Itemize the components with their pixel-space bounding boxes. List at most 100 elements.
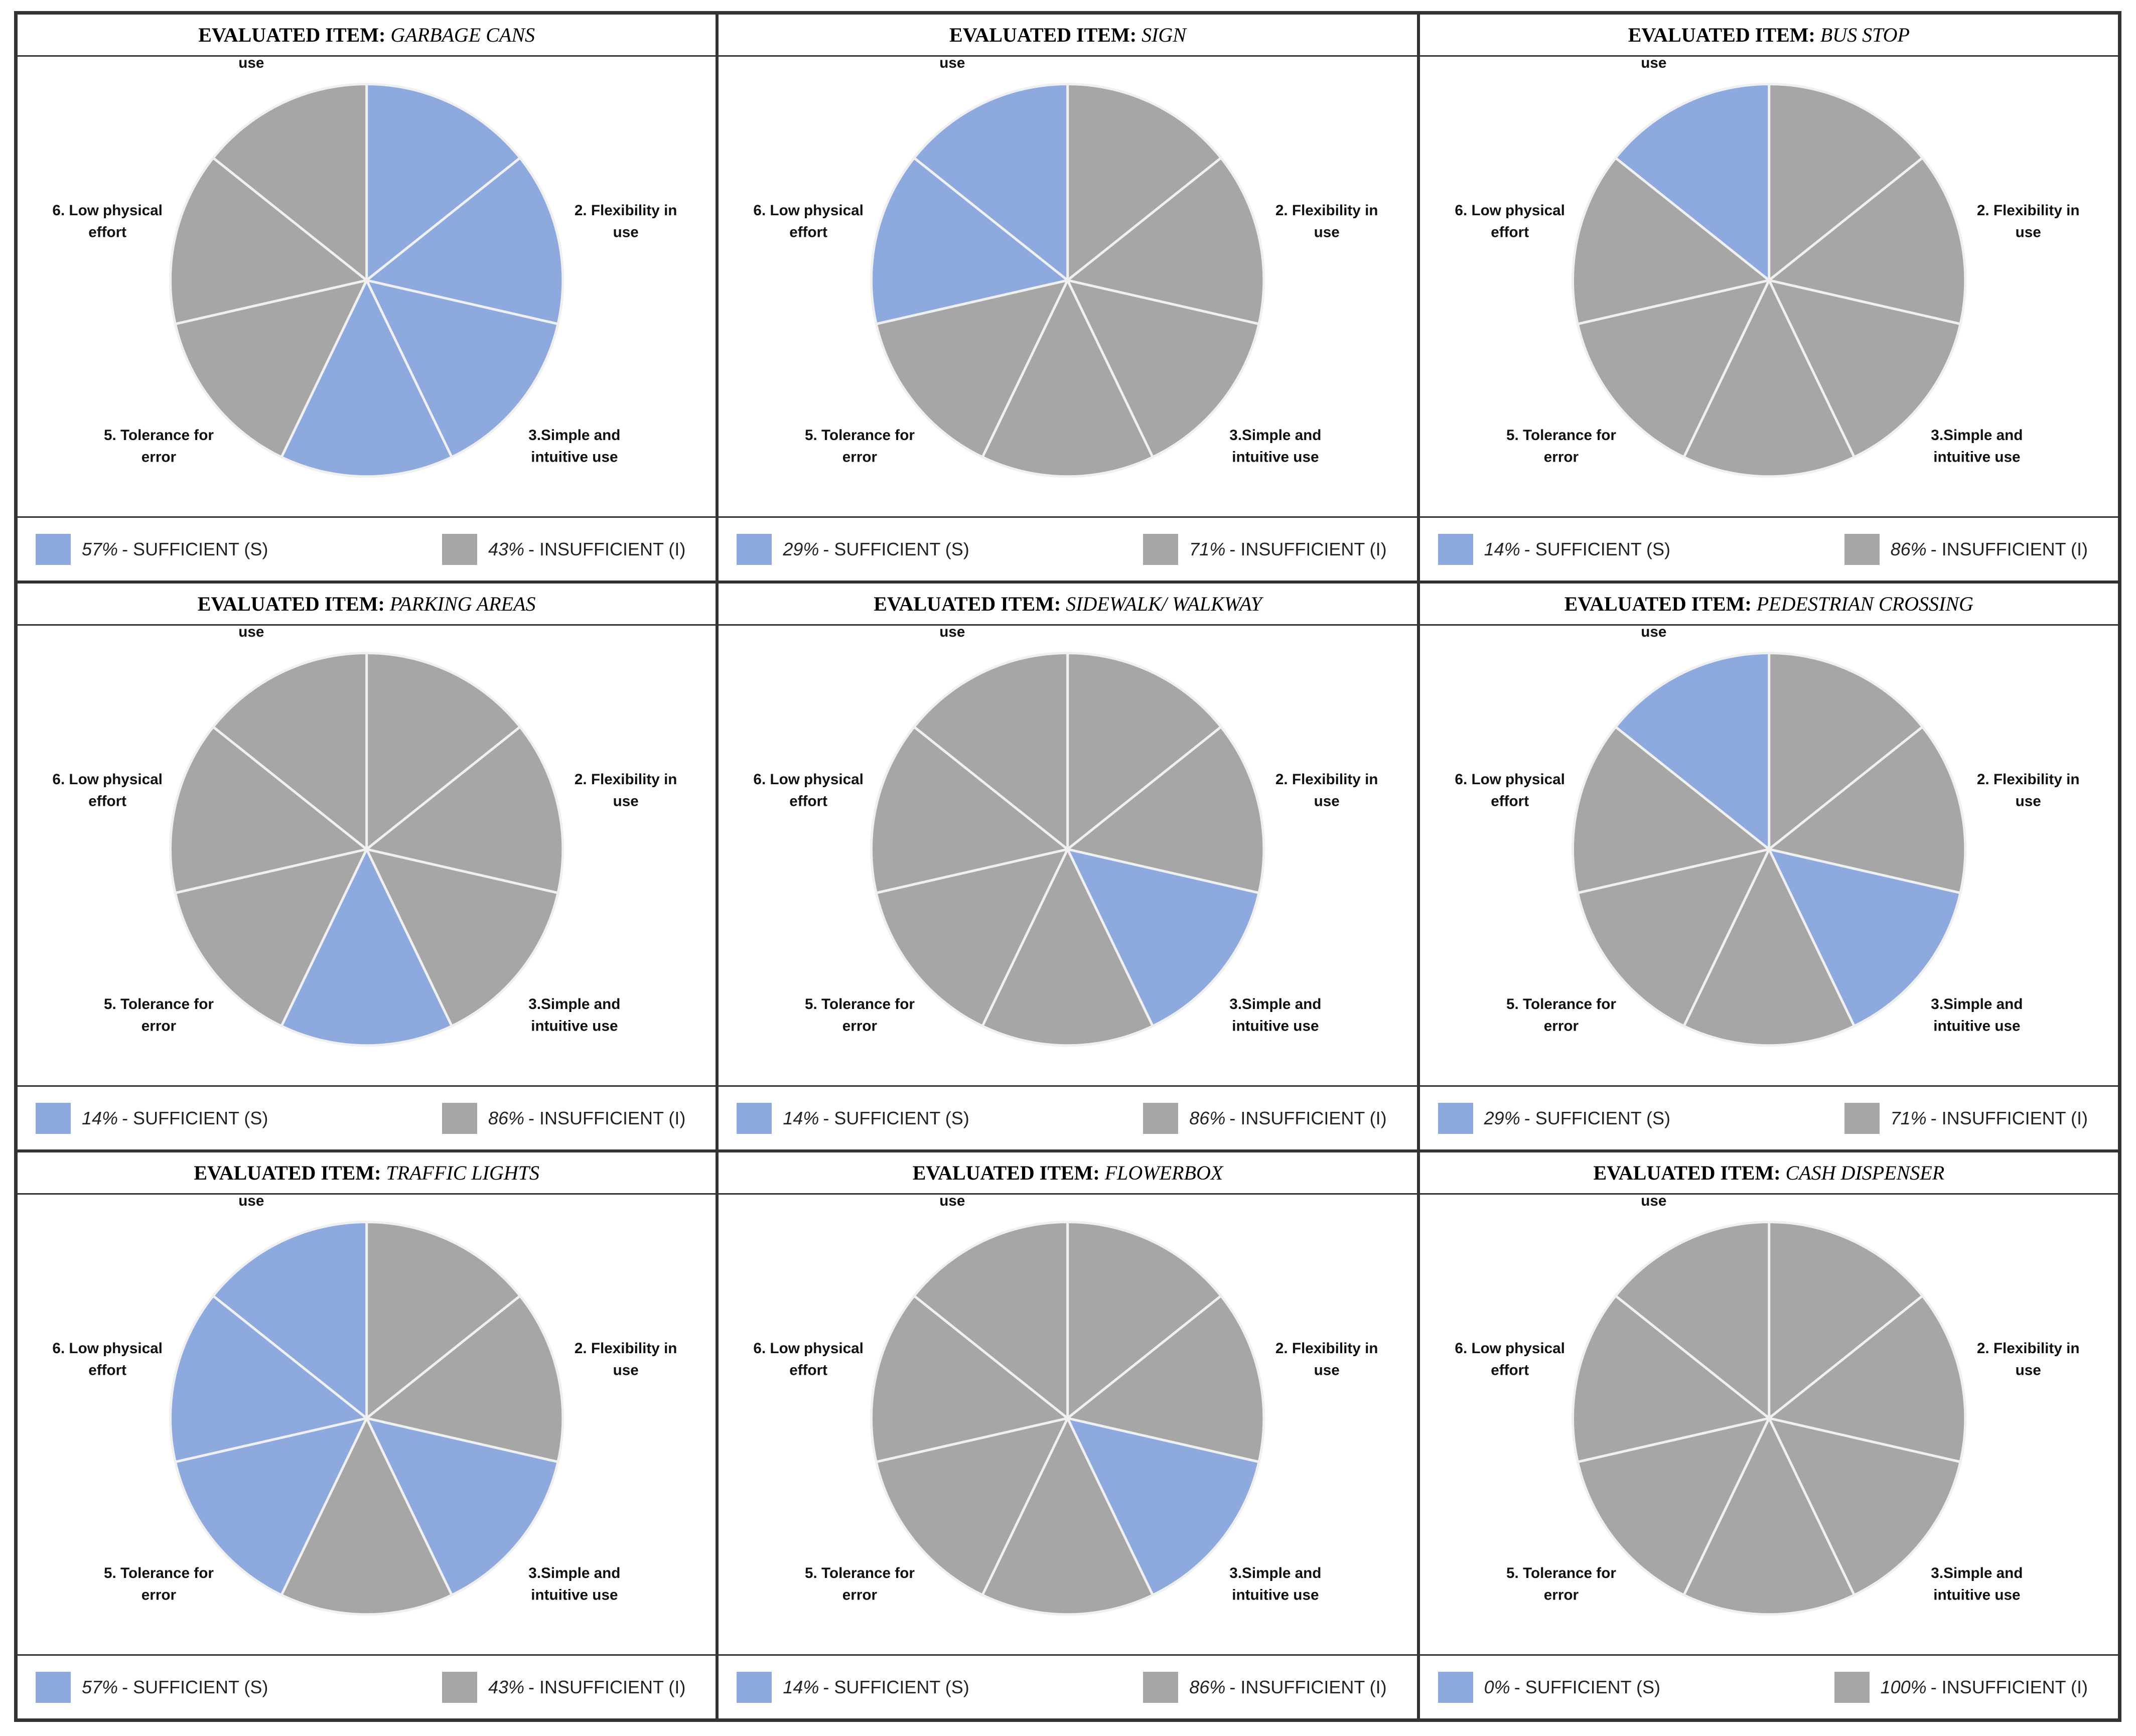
panel-traffic-lights: EVALUATED ITEM: TRAFFIC LIGHTS 1. Equita… xyxy=(16,1151,718,1720)
sufficient-pct: 57% xyxy=(82,1676,118,1697)
sufficient-label: - SUFFICIENT (S) xyxy=(823,538,969,559)
pie-slice-6 xyxy=(169,725,370,895)
insufficient-label: - INSUFFICIENT (I) xyxy=(1229,1676,1387,1697)
pie-slice-3 xyxy=(1065,847,1261,1028)
insufficient-swatch xyxy=(1844,1102,1880,1134)
title-item: SIGN xyxy=(1142,24,1186,46)
pie-slice-6 xyxy=(1571,725,1772,895)
pie-slice-3 xyxy=(364,278,559,459)
panel-title: EVALUATED ITEM: SIDEWALK/ WALKWAY xyxy=(719,584,1417,626)
panel-flowerbox: EVALUATED ITEM: FLOWERBOX 1. Equitable u… xyxy=(717,1151,1418,1720)
slice-label-6: 6. Low physical effort xyxy=(1455,771,1564,810)
sufficient-swatch xyxy=(737,533,772,565)
insufficient-pct: 43% xyxy=(488,1676,525,1697)
pie-slice-5 xyxy=(1576,1416,1771,1597)
pie-slice-4 xyxy=(980,1415,1155,1616)
slice-label-3: 3.Simple and intuitive use xyxy=(1230,1565,1322,1604)
pie-slice-6 xyxy=(1571,156,1772,326)
slice-label-7: 7. Size and spacefor approach anduse xyxy=(1592,626,1716,640)
title-item: PARKING AREAS xyxy=(389,593,536,615)
title-prefix: EVALUATED ITEM: xyxy=(1564,593,1752,615)
slice-label-3: 3.Simple and intuitive use xyxy=(1931,996,2023,1035)
legend: 57% - SUFFICIENT (S) 43% - INSUFFICIENT … xyxy=(18,1654,716,1718)
slice-label-3: 3.Simple and intuitive use xyxy=(528,996,620,1035)
pie-slice-6 xyxy=(870,725,1071,895)
legend-sufficient: 14% - SUFFICIENT (S) xyxy=(36,1102,268,1134)
slice-label-6: 6. Low physical effort xyxy=(1455,202,1564,241)
pie-slice-2 xyxy=(364,156,564,326)
slice-label-6: 6. Low physical effort xyxy=(754,202,864,241)
panel-sign: EVALUATED ITEM: SIGN 1. Equitable use2. … xyxy=(717,13,1418,582)
sufficient-swatch xyxy=(737,1671,772,1703)
sufficient-swatch xyxy=(1438,1102,1473,1134)
slice-label-6: 6. Low physical effort xyxy=(754,1340,864,1379)
pie-slice-4 xyxy=(279,1415,454,1616)
slice-label-5: 5. Tolerance for error xyxy=(104,1565,214,1604)
insufficient-swatch xyxy=(1143,1102,1179,1134)
slice-label-3: 3.Simple and intuitive use xyxy=(1230,427,1322,466)
pie-slice-2 xyxy=(1065,156,1265,326)
pie-slice-6 xyxy=(870,156,1071,326)
insufficient-pct: 43% xyxy=(488,538,525,559)
slice-label-2: 2. Flexibility in use xyxy=(1275,771,1378,810)
legend-insufficient: 86% - INSUFFICIENT (I) xyxy=(1143,1671,1387,1703)
legend: 29% - SUFFICIENT (S) 71% - INSUFFICIENT … xyxy=(1419,1085,2118,1149)
pie-slice-1 xyxy=(365,1220,522,1421)
slice-label-2: 2. Flexibility in use xyxy=(575,771,677,810)
slice-label-5: 5. Tolerance for error xyxy=(805,427,915,466)
sufficient-pct: 14% xyxy=(783,1676,819,1697)
pie-slice-4 xyxy=(279,277,454,478)
sufficient-swatch xyxy=(737,1102,772,1134)
slice-label-6: 6. Low physical effort xyxy=(52,202,162,241)
pie-slice-5 xyxy=(1576,847,1771,1028)
panel-title: EVALUATED ITEM: GARBAGE CANS xyxy=(18,15,716,57)
slice-label-3: 3.Simple and intuitive use xyxy=(1230,996,1322,1035)
slice-label-6: 6. Low physical effort xyxy=(754,771,864,810)
pie-slice-7 xyxy=(211,82,368,283)
pie-slice-4 xyxy=(279,846,454,1047)
sufficient-swatch xyxy=(1438,533,1473,565)
insufficient-swatch xyxy=(1143,1671,1179,1703)
legend-sufficient: 57% - SUFFICIENT (S) xyxy=(36,533,268,565)
slice-label-5: 5. Tolerance for error xyxy=(1506,996,1616,1035)
pie-slice-3 xyxy=(1766,847,1962,1028)
slice-label-5: 5. Tolerance for error xyxy=(104,427,214,466)
pie-slice-1 xyxy=(365,651,522,852)
sufficient-swatch xyxy=(36,533,71,565)
sufficient-pct: 57% xyxy=(82,538,118,559)
slice-label-7: 7. Size and spacefor approach anduse xyxy=(891,1195,1014,1209)
insufficient-label: - INSUFFICIENT (I) xyxy=(528,1107,686,1128)
legend-sufficient: 14% - SUFFICIENT (S) xyxy=(1438,533,1670,565)
pie-slice-7 xyxy=(912,651,1069,852)
pie-slice-5 xyxy=(1576,278,1771,459)
pie-slice-2 xyxy=(1766,725,1966,895)
sufficient-swatch xyxy=(1438,1671,1473,1703)
pie-slice-7 xyxy=(1614,651,1770,852)
pie-slice-7 xyxy=(211,651,368,852)
pie-slice-3 xyxy=(1065,278,1261,459)
sufficient-pct: 14% xyxy=(82,1107,118,1128)
title-prefix: EVALUATED ITEM: xyxy=(198,24,386,46)
insufficient-swatch xyxy=(1834,1671,1870,1703)
sufficient-label: - SUFFICIENT (S) xyxy=(823,1107,969,1128)
panel-bus-stop: EVALUATED ITEM: BUS STOP 1. Equitable us… xyxy=(1418,13,2119,582)
title-item: BUS STOP xyxy=(1820,24,1910,46)
insufficient-pct: 71% xyxy=(1890,1107,1927,1128)
pie-slice-4 xyxy=(980,846,1155,1047)
insufficient-label: - INSUFFICIENT (I) xyxy=(1930,1676,2088,1697)
pie-slice-4 xyxy=(1682,277,1856,478)
insufficient-pct: 86% xyxy=(1890,538,1927,559)
pie-slice-7 xyxy=(1614,1220,1770,1421)
slice-label-3: 3.Simple and intuitive use xyxy=(1931,427,2023,466)
